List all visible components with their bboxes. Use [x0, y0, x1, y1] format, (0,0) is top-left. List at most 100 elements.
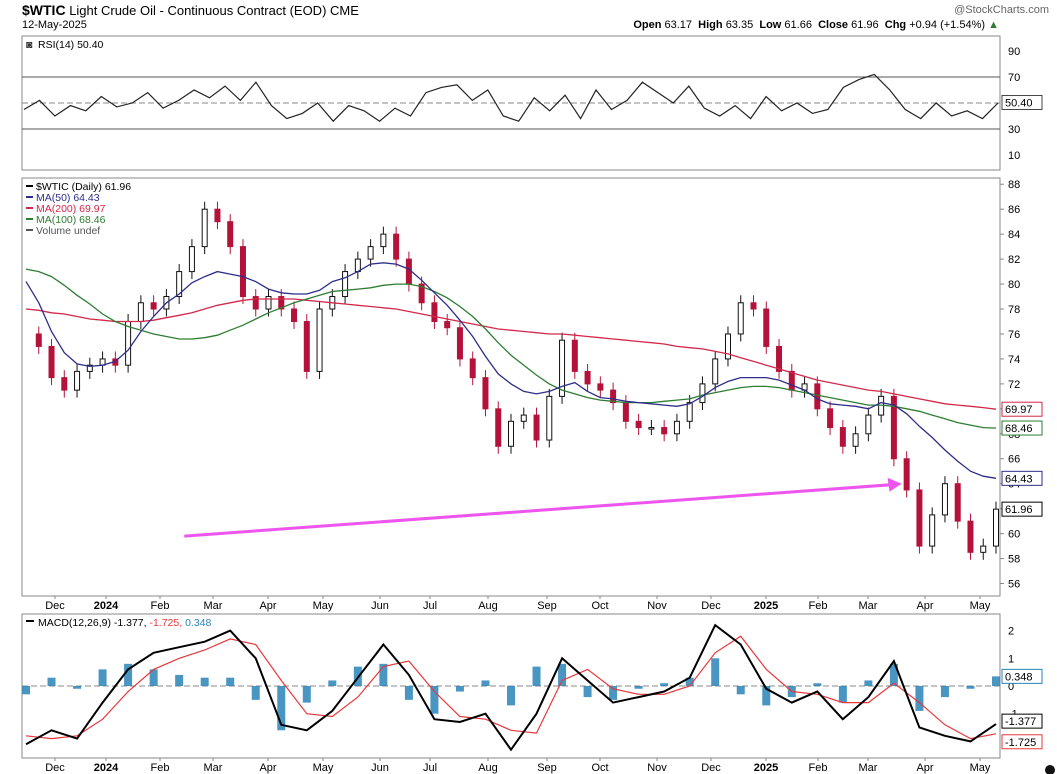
price-xlabel-6: Jun: [371, 600, 389, 612]
macd-hist-label-box: [1001, 668, 1043, 684]
price-ytick-2: 84: [1008, 229, 1020, 241]
rsi-ytick-0: 90: [1008, 46, 1020, 58]
ma100-price-label: 68.46: [1005, 423, 1033, 435]
candle-body: [35, 333, 42, 347]
price-legend-4: Volume undef: [36, 225, 100, 237]
price-xlabel-15: Mar: [859, 600, 878, 612]
price-legend-1: MA(50) 64.43: [36, 192, 100, 204]
candle-body: [941, 483, 948, 516]
up-arrow-icon: ▲: [988, 19, 999, 31]
price-legend-swatch-0: [26, 185, 33, 187]
candle-body: [520, 414, 527, 422]
open-value: 63.17: [664, 19, 693, 31]
macd-hist-bar: [226, 677, 235, 686]
candle-body: [546, 395, 553, 441]
rsi-panel: 907050301050.40◙RSI(14) 50.40: [21, 35, 1043, 171]
macd-value-label-box: [1001, 713, 1043, 729]
candle-body: [431, 302, 438, 322]
macd-hist-bar: [328, 680, 337, 686]
candle-body: [48, 345, 55, 379]
macd-hist-bar: [864, 680, 873, 686]
candle-body: [916, 489, 923, 547]
price-xlabel-7: Jul: [423, 600, 437, 612]
price-ytick-1: 86: [1008, 204, 1020, 216]
macd-hist-bar: [481, 680, 490, 686]
macd-value-label: -1.377: [1005, 716, 1036, 728]
macd-xlabel-14: Feb: [809, 762, 828, 774]
candle-body: [354, 258, 361, 273]
price-xlabel-12: Dec: [701, 600, 721, 612]
close-value: 61.96: [851, 19, 879, 31]
rsi-current-label-box: [1001, 94, 1043, 110]
price-panel: 888684828078767472706866646260585669.976…: [21, 177, 1043, 612]
price-xlabel-1: 2024: [94, 600, 119, 612]
macd-xlabel-9: Sep: [537, 762, 557, 774]
macd-hist-bar: [277, 686, 286, 731]
open-label: Open: [633, 19, 662, 31]
corner-dot: [1045, 765, 1055, 774]
candle-body: [903, 458, 910, 491]
candle-body: [776, 345, 783, 372]
price-xlabel-4: Apr: [259, 600, 276, 612]
annotation-arrowhead: [887, 477, 902, 492]
price-legend-2: MA(200) 69.97: [36, 203, 106, 215]
candle-body: [788, 370, 795, 391]
price-ytick-15: 58: [1008, 554, 1020, 566]
candle-body: [303, 320, 310, 372]
macd-line: [25, 623, 997, 752]
candle-body: [980, 545, 987, 553]
candle-body: [839, 427, 846, 447]
candle-body: [150, 302, 157, 310]
macd-xlabel-13: 2025: [754, 762, 778, 774]
macd-legend-name: MACD(12,26,9) -1.377,: [38, 617, 149, 629]
candle-body: [380, 233, 387, 248]
candle-body: [508, 420, 514, 447]
macd-hist-bar: [302, 686, 311, 703]
price-ytick-14: 60: [1008, 529, 1020, 541]
high-value: 63.35: [725, 19, 754, 31]
macd-signal-label-box: [1001, 734, 1043, 750]
watermark: @StockCharts.com: [954, 4, 1049, 16]
exchange: CME: [330, 3, 359, 18]
candle-body: [393, 233, 400, 260]
symbol: $WTIC: [22, 2, 66, 18]
macd-xlabel-15: Mar: [859, 762, 878, 774]
price-ytick-0: 88: [1008, 179, 1020, 191]
macd-hist-bar: [736, 686, 745, 695]
macd-hist-bar: [47, 677, 56, 686]
candle-body: [291, 308, 298, 322]
price-xlabel-17: May: [970, 600, 991, 612]
ma100-price-label-box: [1001, 420, 1043, 436]
rsi-legend-icon: ◙: [26, 39, 32, 51]
price-xlabel-11: Nov: [647, 600, 667, 612]
candle-body: [571, 339, 578, 372]
macd-hist-bar: [992, 676, 1000, 686]
candle-body: [610, 389, 617, 404]
ma100-line: [25, 268, 997, 429]
candle-body: [622, 402, 629, 422]
candle-body: [954, 483, 961, 522]
candle-body: [61, 377, 68, 391]
price-xlabel-16: Apr: [916, 600, 933, 612]
macd-signal-line: [25, 635, 997, 740]
price-ytick-3: 82: [1008, 254, 1020, 266]
candle-body: [865, 414, 872, 435]
rsi-line: [23, 73, 999, 123]
price-legend-swatch-1: [26, 196, 33, 198]
price-xlabel-0: Dec: [45, 600, 65, 612]
candle-body: [342, 271, 349, 298]
price-xlabel-10: Oct: [591, 600, 608, 612]
candle-body: [814, 383, 821, 410]
macd-hist-bar: [22, 686, 30, 695]
candle-body: [227, 221, 234, 248]
ma200-price-label-box: [1001, 401, 1043, 417]
close-price-label: 61.96: [1005, 504, 1033, 516]
candle-body: [482, 377, 489, 410]
macd-hist-bar: [762, 686, 771, 706]
macd-xlabel-8: Aug: [478, 762, 498, 774]
price-legend-swatch-4: [26, 229, 33, 231]
macd-hist-bar: [838, 686, 847, 703]
high-label: High: [698, 19, 723, 31]
